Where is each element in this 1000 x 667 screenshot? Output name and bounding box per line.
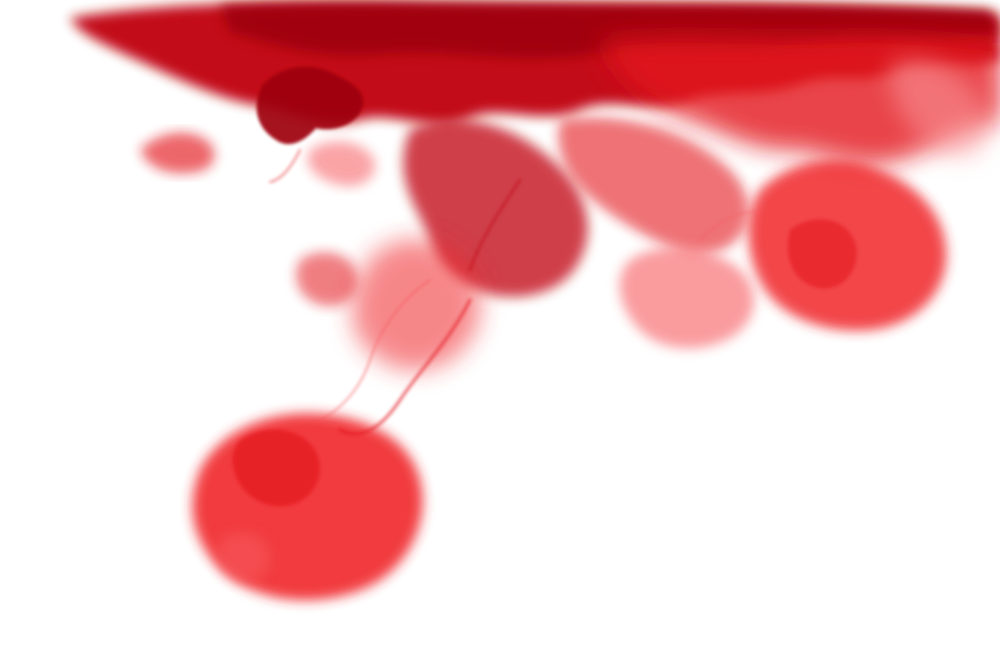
ink-lower-left-cloud — [192, 413, 423, 601]
ink-wisps — [269, 149, 761, 436]
ink-upper-left-cluster — [140, 66, 376, 187]
ink-right-cloud — [619, 59, 990, 349]
